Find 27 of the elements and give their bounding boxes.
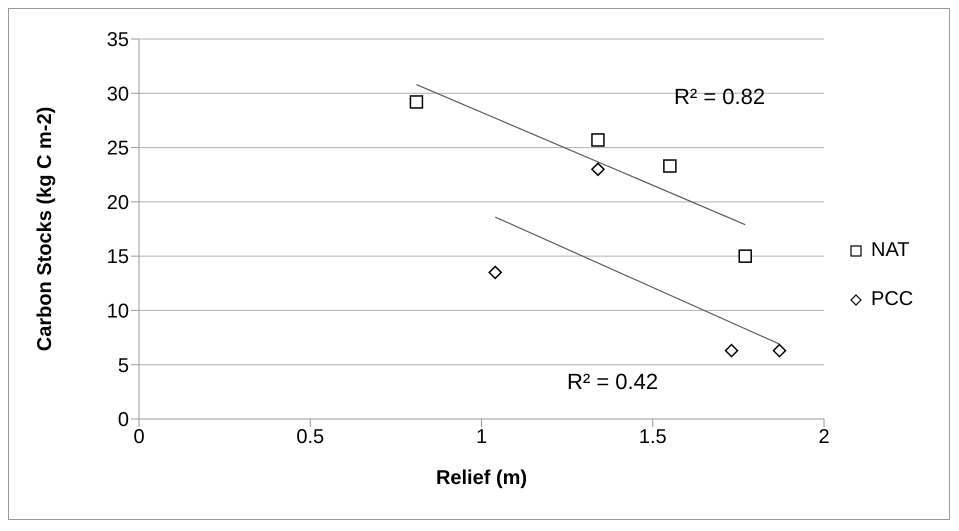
point <box>772 344 786 358</box>
y-axis-title: Carbon Stocks (kg C m-2) <box>34 106 56 352</box>
annotation: R² = 0.82 <box>674 84 766 110</box>
point <box>738 249 752 263</box>
y-tick-label: 35 <box>106 29 129 52</box>
y-tick-label: 0 <box>118 409 129 432</box>
point <box>410 95 424 109</box>
y-tick-label: 20 <box>106 192 129 214</box>
y-tick-label: 30 <box>106 83 129 106</box>
point <box>488 266 502 280</box>
point <box>591 133 605 147</box>
legend-label: NAT <box>871 239 910 262</box>
x-tick-label: 2 <box>818 426 830 448</box>
y-tick-label: 15 <box>106 246 129 268</box>
y-tick-label: 5 <box>118 354 129 377</box>
point <box>724 344 738 358</box>
annotation: R² = 0.42 <box>567 369 658 395</box>
legend-label: PCC <box>871 288 914 311</box>
x-tick-label: 0.5 <box>296 426 324 448</box>
x-tick-label: 1.5 <box>638 426 667 448</box>
point <box>663 159 677 173</box>
point <box>591 162 605 176</box>
y-tick-label: 25 <box>106 138 129 160</box>
y-tick-label: 10 <box>106 300 129 323</box>
x-tick-label: 0 <box>133 426 145 448</box>
x-tick-label: 1 <box>476 426 488 448</box>
x-axis-title: Relief (m) <box>436 467 528 489</box>
